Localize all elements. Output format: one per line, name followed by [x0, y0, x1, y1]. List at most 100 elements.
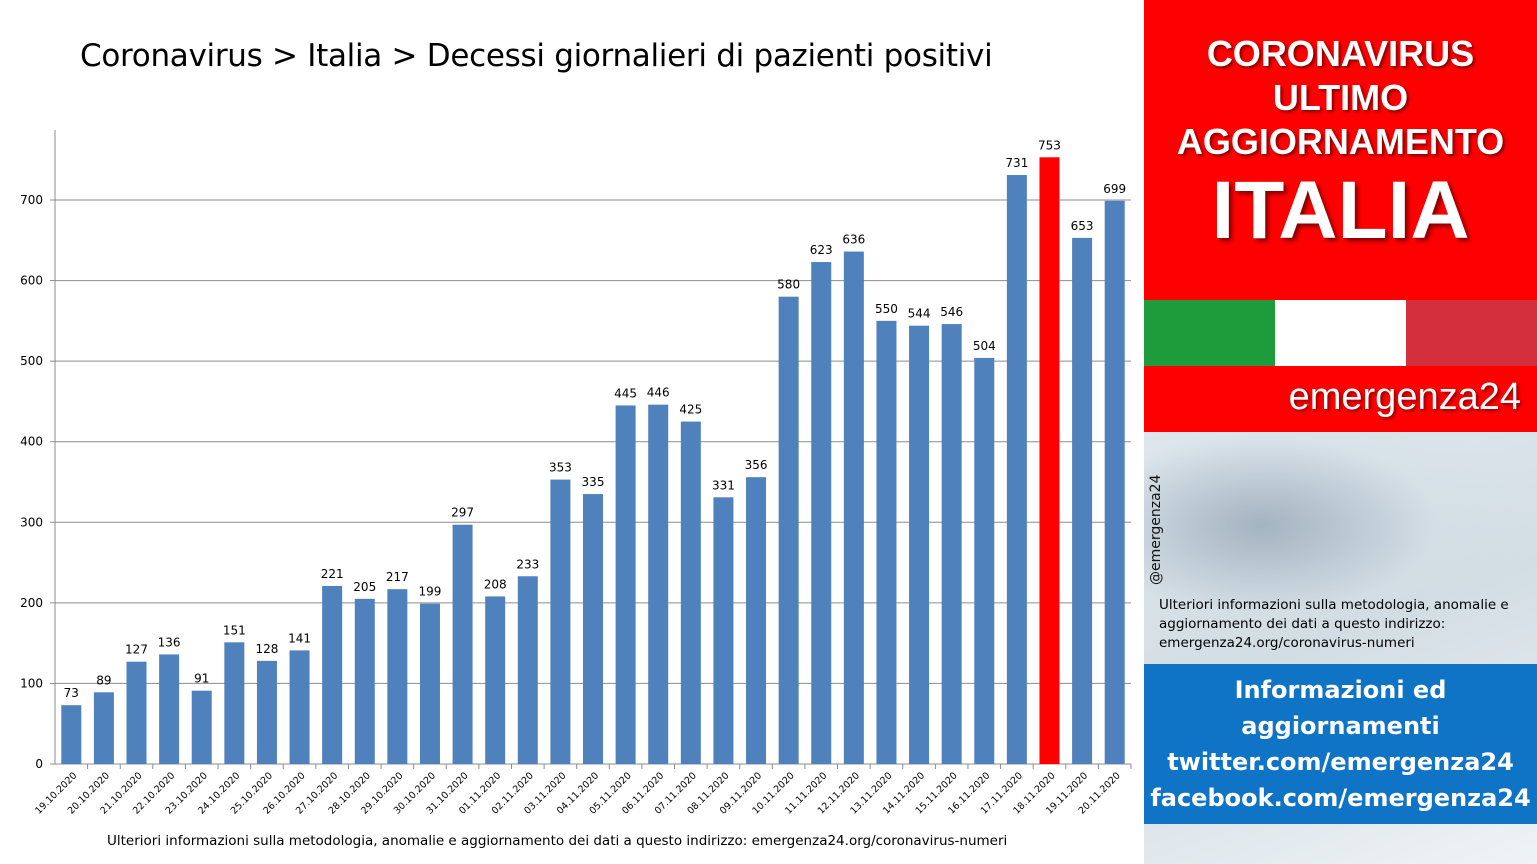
data-label: 208 — [484, 577, 507, 591]
footer-note: Ulteriori informazioni sulla metodologia… — [107, 833, 1008, 849]
bar — [713, 497, 734, 764]
data-label: 504 — [973, 339, 996, 353]
bar — [909, 325, 930, 764]
info-line-2: aggiornamenti — [1241, 712, 1440, 740]
data-label: 580 — [777, 278, 800, 292]
data-label: 425 — [679, 403, 702, 417]
bar — [843, 251, 864, 764]
data-label: 221 — [321, 567, 344, 581]
bar — [648, 404, 669, 764]
bar — [1006, 175, 1027, 765]
y-tick-label: 0 — [35, 757, 43, 771]
brand-bar: emergenza24 — [1144, 366, 1537, 432]
social-info-box: Informazioni ed aggiornamenti twitter.co… — [1144, 664, 1537, 824]
bar — [876, 320, 897, 764]
data-label: 699 — [1103, 182, 1126, 196]
data-label: 335 — [582, 475, 605, 489]
bar — [419, 603, 440, 764]
bar — [322, 585, 343, 764]
flag-red-stripe — [1406, 300, 1537, 366]
italian-flag — [1144, 300, 1537, 366]
data-label: 127 — [125, 643, 148, 657]
bar — [93, 692, 114, 764]
y-tick-label: 700 — [20, 193, 43, 207]
headline-line-1: CORONAVIRUS — [1206, 33, 1475, 74]
bar — [583, 494, 603, 764]
data-label: 445 — [614, 386, 637, 400]
data-label: 205 — [353, 580, 376, 594]
data-label: 91 — [194, 672, 209, 686]
bar — [517, 576, 538, 764]
bar — [159, 654, 180, 764]
bar — [452, 524, 473, 764]
bar — [615, 405, 636, 764]
data-label: 546 — [940, 305, 963, 319]
data-label: 331 — [712, 478, 735, 492]
y-tick-label: 600 — [20, 274, 43, 288]
headline-line-3: AGGIORNAMENTO — [1176, 121, 1505, 162]
y-tick-label: 300 — [20, 515, 43, 529]
panel-note: Ulteriori informazioni sulla metodologia… — [1159, 597, 1509, 651]
data-label: 353 — [549, 461, 572, 475]
flag-green-stripe — [1144, 300, 1275, 366]
y-tick-label: 400 — [20, 435, 43, 449]
data-label: 199 — [419, 585, 442, 599]
data-label: 653 — [1071, 219, 1094, 233]
info-panel: CORONAVIRUS ULTIMO AGGIORNAMENTO ITALIA … — [1144, 0, 1537, 864]
brand-name: emergenza24 — [1288, 376, 1521, 418]
headline-box: CORONAVIRUS ULTIMO AGGIORNAMENTO ITALIA — [1144, 0, 1537, 300]
bar — [387, 589, 408, 764]
bar — [1072, 237, 1093, 764]
bar — [680, 421, 701, 764]
background-photo — [1144, 432, 1537, 664]
data-label: 128 — [255, 642, 278, 656]
data-label: 753 — [1038, 138, 1061, 152]
bar — [126, 661, 147, 764]
bar — [746, 477, 767, 764]
bar — [941, 324, 962, 764]
flag-white-stripe — [1275, 300, 1406, 366]
bar-chart: 73 89 127 136 91 151 128 141 221 205 217 199 297 208 2… — [20, 130, 1132, 817]
bar — [289, 650, 310, 764]
twitter-link[interactable]: twitter.com/emergenza24 — [1167, 748, 1514, 776]
bar — [61, 705, 82, 764]
data-label: 73 — [64, 686, 79, 700]
data-label: 233 — [516, 557, 539, 571]
bar — [224, 642, 245, 764]
y-tick-label: 200 — [20, 596, 43, 610]
data-label: 356 — [745, 458, 768, 472]
y-tick-label: 500 — [20, 354, 43, 368]
data-label: 141 — [288, 631, 311, 645]
data-label: 136 — [158, 635, 181, 649]
data-label: 623 — [810, 243, 833, 257]
bar — [485, 596, 506, 764]
data-label: 550 — [875, 302, 898, 316]
y-tick-label: 100 — [20, 676, 43, 690]
bar — [191, 690, 212, 764]
page-title: Coronavirus > Italia > Decessi giornalie… — [80, 38, 993, 74]
y-tick-labels: 0 100 200 300 400 500 600 700 — [20, 193, 43, 771]
bar — [1039, 157, 1060, 765]
social-handle: @emergenza24 — [1148, 474, 1164, 586]
data-label: 636 — [842, 233, 865, 247]
headline-line-2: ULTIMO — [1272, 77, 1409, 118]
bar — [256, 660, 277, 764]
data-labels: 73 89 127 136 91 151 128 141 221 205 217 199 297 208 2… — [64, 138, 1126, 700]
data-label: 89 — [96, 673, 111, 687]
bar — [974, 357, 995, 764]
data-label: 151 — [223, 623, 246, 637]
data-label: 446 — [647, 386, 670, 400]
info-line-1: Informazioni ed — [1234, 676, 1447, 704]
bar — [354, 598, 375, 764]
x-tick-labels: 19.10.202020.10.202021.10.202022.10.2020… — [33, 770, 1123, 816]
headline-country: ITALIA — [1211, 165, 1470, 256]
bar — [811, 262, 832, 764]
bar — [550, 479, 571, 764]
facebook-link[interactable]: facebook.com/emergenza24 — [1150, 784, 1531, 812]
bar — [1104, 200, 1125, 764]
data-label: 217 — [386, 570, 409, 584]
data-label: 297 — [451, 506, 474, 520]
bar — [778, 296, 799, 764]
data-label: 544 — [908, 307, 931, 321]
bars — [61, 157, 1125, 765]
